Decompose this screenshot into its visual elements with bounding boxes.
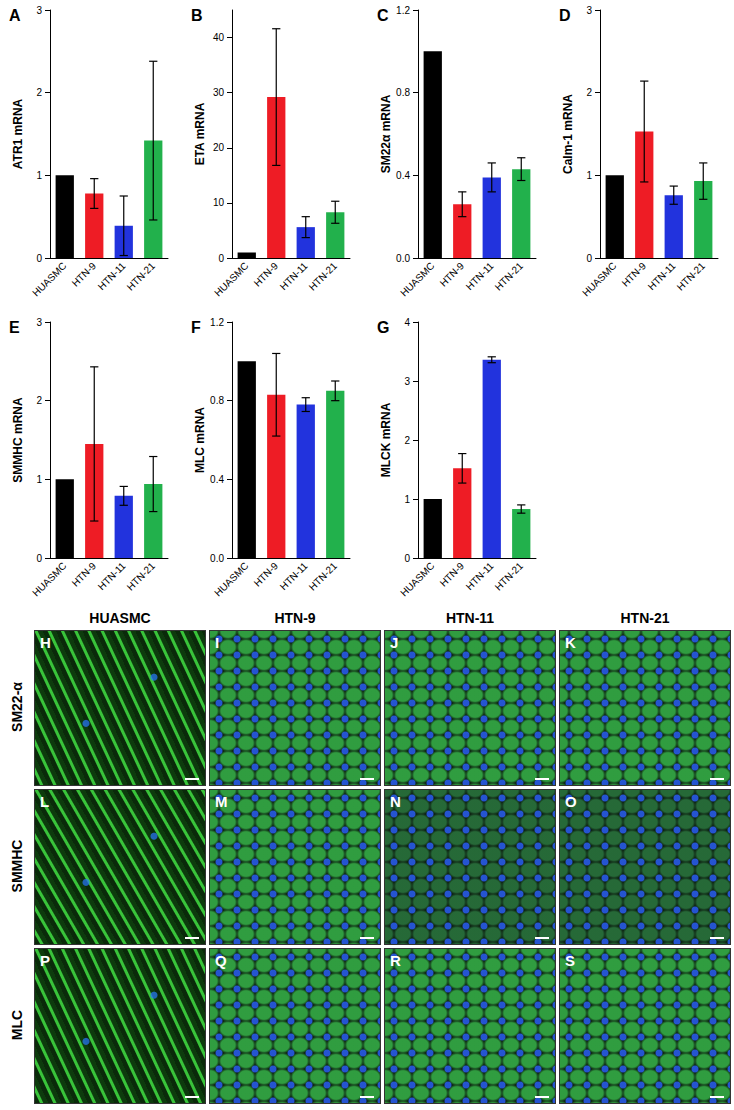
- svg-text:3: 3: [36, 5, 42, 16]
- svg-text:HTN-11: HTN-11: [278, 560, 310, 592]
- html-text:S: S: [565, 952, 575, 969]
- html-text:M: M: [215, 793, 228, 810]
- svg-text:HTN-21: HTN-21: [125, 260, 158, 293]
- svg-text:1: 1: [586, 170, 592, 181]
- svg-text:HTN-11: HTN-11: [96, 560, 128, 592]
- svg-text:0: 0: [36, 553, 42, 564]
- html-text:P: P: [40, 952, 50, 969]
- svg-text:1.2: 1.2: [210, 317, 224, 328]
- svg-text:Calm-1 mRNA: Calm-1 mRNA: [561, 94, 575, 174]
- svg-text:2: 2: [36, 395, 42, 406]
- html-text:SMMHC: SMMHC: [9, 839, 25, 893]
- svg-text:HTN-9: HTN-9: [438, 260, 467, 289]
- html-text:HUASMC: HUASMC: [89, 610, 151, 626]
- svg-text:3: 3: [404, 376, 410, 387]
- svg-text:0.4: 0.4: [396, 170, 410, 181]
- svg-text:HTN-11: HTN-11: [646, 260, 678, 292]
- svg-text:C: C: [377, 7, 389, 24]
- html-text:R: R: [390, 952, 401, 969]
- svg-text:HTN-9: HTN-9: [70, 260, 99, 289]
- svg-text:HTN-11: HTN-11: [278, 260, 310, 292]
- svg-text:0.0: 0.0: [396, 253, 410, 264]
- html-text:H: H: [40, 634, 51, 651]
- html-text:SM22-α: SM22-α: [9, 682, 25, 732]
- svg-text:HTN-9: HTN-9: [70, 560, 99, 589]
- svg-text:HUASMC: HUASMC: [30, 260, 68, 298]
- svg-text:40: 40: [213, 32, 225, 43]
- svg-text:HTN-9: HTN-9: [438, 560, 467, 589]
- svg-text:HTN-21: HTN-21: [493, 560, 526, 593]
- svg-text:ETA mRNA: ETA mRNA: [193, 102, 207, 165]
- svg-text:HUASMC: HUASMC: [398, 560, 436, 598]
- svg-text:B: B: [191, 7, 203, 24]
- svg-text:D: D: [559, 7, 571, 24]
- svg-text:20: 20: [213, 142, 225, 153]
- html-text:J: J: [390, 634, 399, 651]
- svg-text:MLC mRNA: MLC mRNA: [193, 407, 207, 473]
- svg-text:2: 2: [586, 87, 592, 98]
- svg-text:SM22α mRNA: SM22α mRNA: [379, 94, 393, 173]
- html-text:K: K: [565, 634, 576, 651]
- svg-text:HTN-21: HTN-21: [493, 260, 526, 293]
- svg-text:HTN-11: HTN-11: [464, 560, 496, 592]
- svg-text:30: 30: [213, 87, 225, 98]
- svg-text:HUASMC: HUASMC: [398, 260, 436, 298]
- svg-text:G: G: [377, 319, 389, 336]
- html-text:HTN-11: HTN-11: [445, 610, 495, 626]
- svg-text:1: 1: [404, 494, 410, 505]
- svg-text:HUASMC: HUASMC: [580, 260, 618, 298]
- svg-text:HTN-11: HTN-11: [96, 260, 128, 292]
- svg-text:E: E: [9, 319, 20, 336]
- svg-text:2: 2: [36, 87, 42, 98]
- svg-text:1: 1: [36, 474, 42, 485]
- svg-text:MLCK mRNA: MLCK mRNA: [379, 402, 393, 477]
- svg-text:0: 0: [586, 253, 592, 264]
- svg-text:HTN-9: HTN-9: [620, 260, 649, 289]
- html-text:N: N: [390, 793, 401, 810]
- svg-text:0.8: 0.8: [210, 395, 224, 406]
- html-text:I: I: [215, 634, 220, 651]
- svg-text:HTN-9: HTN-9: [252, 560, 281, 589]
- svg-text:F: F: [191, 319, 201, 336]
- html-text:O: O: [565, 793, 577, 810]
- svg-text:3: 3: [586, 5, 592, 16]
- svg-text:0: 0: [404, 553, 410, 564]
- svg-text:0.8: 0.8: [396, 87, 410, 98]
- html-text:HTN-21: HTN-21: [620, 610, 670, 626]
- svg-text:HTN-21: HTN-21: [307, 260, 340, 293]
- svg-text:HUASMC: HUASMC: [30, 560, 68, 598]
- svg-text:HUASMC: HUASMC: [212, 260, 250, 298]
- svg-text:2: 2: [404, 435, 410, 446]
- svg-text:1.2: 1.2: [396, 5, 410, 16]
- svg-text:4: 4: [404, 317, 410, 328]
- html-text:Q: Q: [215, 952, 227, 969]
- svg-text:3: 3: [36, 317, 42, 328]
- svg-text:HUASMC: HUASMC: [212, 560, 250, 598]
- html-text:L: L: [40, 793, 50, 810]
- svg-text:1: 1: [36, 170, 42, 181]
- svg-text:0.4: 0.4: [210, 474, 224, 485]
- svg-text:A: A: [9, 7, 21, 24]
- svg-text:HTN-21: HTN-21: [675, 260, 708, 293]
- html-text:MLC: MLC: [9, 1009, 25, 1041]
- svg-text:HTN-11: HTN-11: [464, 260, 496, 292]
- svg-text:0.0: 0.0: [210, 553, 224, 564]
- svg-text:10: 10: [213, 197, 225, 208]
- svg-text:HTN-9: HTN-9: [252, 260, 281, 289]
- svg-text:0: 0: [36, 253, 42, 264]
- html-text:HTN-9: HTN-9: [274, 610, 316, 626]
- svg-text:0: 0: [218, 253, 224, 264]
- svg-text:HTN-21: HTN-21: [307, 560, 340, 593]
- svg-text:HTN-21: HTN-21: [125, 560, 158, 593]
- svg-text:ATR1 mRNA: ATR1 mRNA: [11, 98, 25, 169]
- svg-text:SMMHC mRNA: SMMHC mRNA: [11, 397, 25, 483]
